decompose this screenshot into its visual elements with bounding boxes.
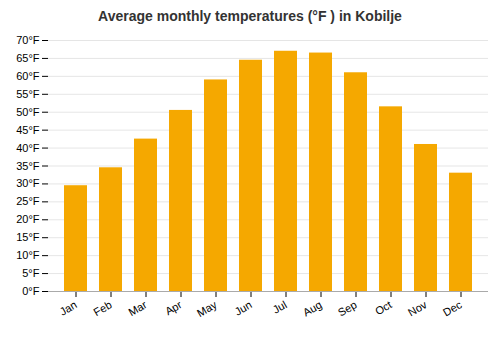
svg-text:10°F: 10°F <box>16 249 40 261</box>
svg-text:65°F: 65°F <box>16 52 40 64</box>
svg-text:45°F: 45°F <box>16 124 40 136</box>
svg-text:Apr: Apr <box>163 298 184 317</box>
svg-text:20°F: 20°F <box>16 213 40 225</box>
svg-text:Dec: Dec <box>441 298 464 318</box>
svg-text:Jun: Jun <box>232 298 253 317</box>
svg-text:5°F: 5°F <box>22 267 40 279</box>
svg-text:May: May <box>195 298 219 319</box>
svg-text:15°F: 15°F <box>16 231 40 243</box>
svg-text:Mar: Mar <box>126 298 149 318</box>
svg-text:50°F: 50°F <box>16 106 40 118</box>
svg-text:Aug: Aug <box>301 298 324 318</box>
svg-text:55°F: 55°F <box>16 88 40 100</box>
svg-text:35°F: 35°F <box>16 160 40 172</box>
svg-text:Jan: Jan <box>57 298 78 317</box>
svg-text:0°F: 0°F <box>22 285 40 297</box>
svg-text:Jul: Jul <box>271 298 289 315</box>
svg-text:Feb: Feb <box>91 298 113 318</box>
svg-text:Oct: Oct <box>373 298 394 317</box>
svg-text:60°F: 60°F <box>16 70 40 82</box>
svg-text:25°F: 25°F <box>16 195 40 207</box>
svg-text:70°F: 70°F <box>16 34 40 46</box>
svg-text:30°F: 30°F <box>16 177 40 189</box>
svg-text:Nov: Nov <box>406 298 429 318</box>
html-text:Average monthly temperatures (: Average monthly temperatures (°F ) in Ko… <box>98 8 402 24</box>
svg-text:40°F: 40°F <box>16 142 40 154</box>
svg-text:Sep: Sep <box>336 298 359 318</box>
